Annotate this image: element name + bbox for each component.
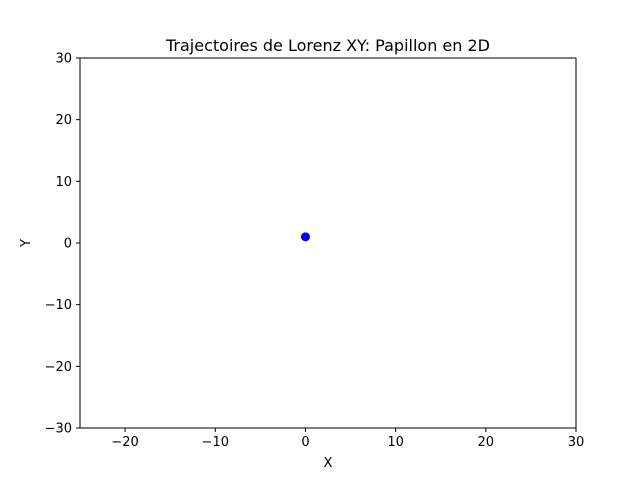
x-tick-label: −10	[202, 435, 229, 450]
y-axis-label: Y	[19, 239, 34, 248]
y-tick-label: −10	[45, 298, 72, 313]
x-tick-label: 20	[478, 435, 495, 450]
x-tick-label: 30	[568, 435, 585, 450]
trajectory-point	[300, 232, 310, 242]
plot-frame	[79, 57, 577, 429]
x-axis-ticks: −20 −10 0 10 20 30	[111, 428, 584, 450]
y-tick-label: 20	[55, 113, 72, 128]
y-tick-label: 0	[64, 237, 72, 252]
chart-title: Trajectoires de Lorenz XY: Papillon en 2…	[165, 36, 490, 55]
y-tick-label: 10	[55, 175, 72, 190]
y-tick-label: −30	[45, 422, 72, 437]
x-tick-label: −20	[111, 435, 138, 450]
x-tick-label: 0	[301, 435, 309, 450]
y-tick-label: 30	[55, 52, 72, 67]
y-axis-ticks: 30 20 10 0 −10 −20 −30	[45, 52, 80, 437]
trajectory-points	[300, 232, 310, 242]
x-tick-label: 10	[387, 435, 404, 450]
plot-area	[80, 58, 576, 428]
y-tick-label: −20	[45, 360, 72, 375]
x-axis-label: X	[324, 456, 333, 471]
